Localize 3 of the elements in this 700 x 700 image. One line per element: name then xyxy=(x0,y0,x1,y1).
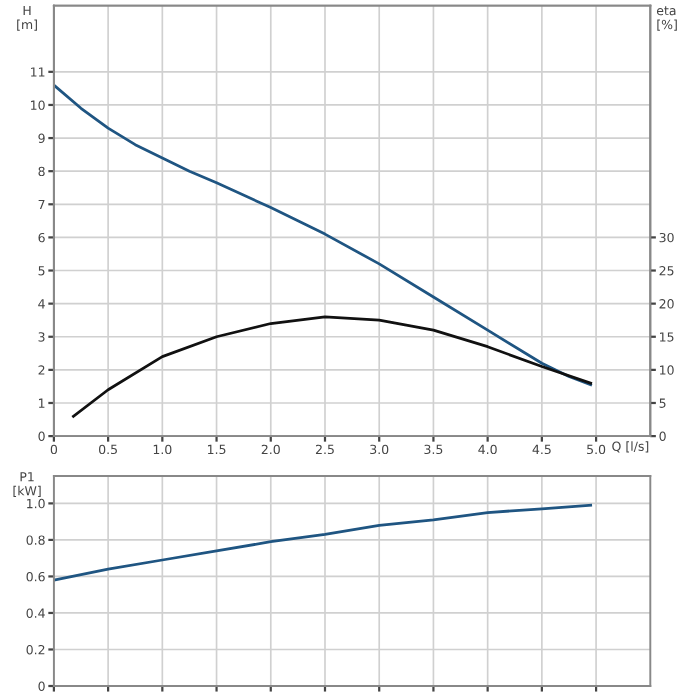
line-series xyxy=(72,315,593,418)
line-series xyxy=(53,83,593,387)
line-series xyxy=(53,503,593,582)
